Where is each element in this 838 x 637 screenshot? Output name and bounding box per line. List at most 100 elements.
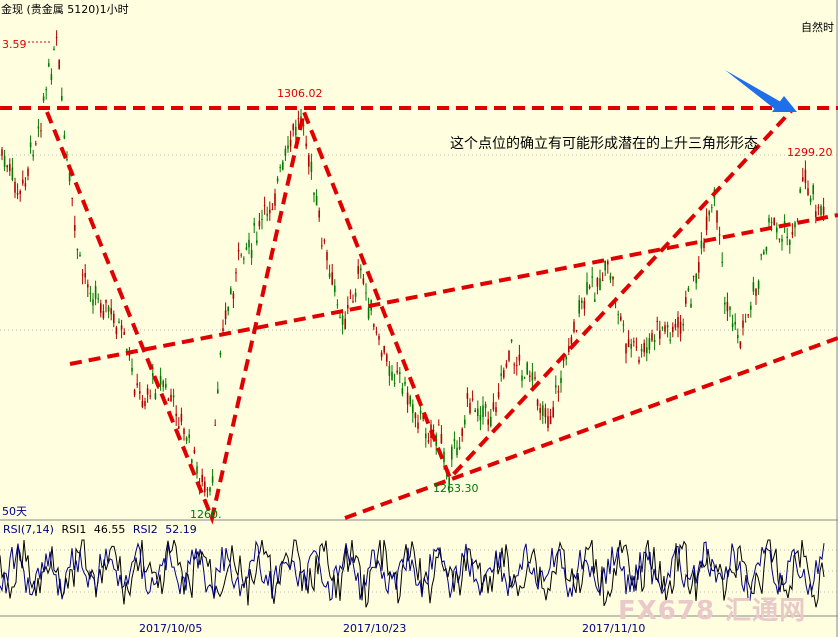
candle-body	[721, 261, 723, 263]
candle-body	[74, 225, 76, 231]
candle-body	[544, 408, 547, 418]
candle-body	[404, 381, 406, 385]
candle-body	[154, 393, 157, 400]
candle-body	[191, 459, 193, 464]
candle-body	[817, 207, 820, 209]
candle-body	[308, 155, 310, 167]
candle-body	[627, 339, 630, 348]
candle-body	[237, 249, 240, 252]
candle-body	[653, 339, 656, 343]
candle-body	[646, 347, 648, 354]
watermark: FX678 汇通网	[618, 596, 807, 626]
candle-body	[328, 273, 331, 277]
candle-body	[737, 334, 739, 339]
candle-body	[305, 143, 307, 147]
rsi-label: RSI(7,14)	[3, 523, 54, 536]
candle-body	[791, 231, 794, 235]
candle-body	[518, 354, 521, 361]
candle-body	[344, 318, 346, 330]
candle-body	[22, 179, 24, 184]
candle-body	[27, 168, 29, 176]
candle-body	[341, 315, 344, 325]
candle-body	[534, 377, 536, 379]
candle-body	[266, 213, 268, 216]
candle-body	[747, 314, 749, 316]
candle-body	[638, 359, 640, 363]
candle-body	[461, 428, 463, 437]
candle-body	[334, 285, 336, 293]
chart-title: 金现 (贵金属 5120)1小时	[1, 3, 129, 16]
candle-body	[349, 292, 352, 294]
candle-body	[640, 348, 643, 352]
candle-body	[139, 391, 141, 394]
candle-body	[1, 149, 3, 156]
candle-body	[144, 401, 146, 407]
annotation-text: 这个点位的确立有可能形成潜在的上升三角形形态	[450, 136, 758, 152]
candle-body	[492, 402, 495, 410]
candle-body	[58, 59, 60, 69]
candle-body	[768, 218, 770, 223]
candle-body	[607, 261, 609, 265]
candle-body	[9, 163, 11, 172]
candle-body	[3, 155, 6, 167]
candle-body	[180, 413, 183, 422]
candle-body	[765, 246, 768, 252]
candle-body	[279, 167, 281, 169]
candle-body	[68, 172, 71, 182]
candle-body	[479, 415, 482, 421]
candle-body	[276, 178, 279, 182]
candle-body	[42, 96, 45, 101]
candle-body	[152, 373, 154, 377]
candle-body	[815, 211, 817, 218]
candle-body	[105, 299, 107, 303]
candle-body	[672, 326, 674, 333]
candle-body	[539, 408, 541, 414]
candle-body	[612, 276, 614, 280]
candle-body	[604, 260, 606, 271]
candle-body	[531, 372, 534, 381]
candle-body	[581, 300, 583, 303]
candle-body	[178, 426, 180, 429]
candle-body	[170, 394, 172, 402]
candle-body	[677, 316, 679, 328]
candle-body	[635, 346, 638, 348]
candle-body	[763, 251, 765, 255]
candle-body	[526, 362, 528, 375]
candle-body	[555, 385, 557, 388]
rsi2-label: RSI2	[132, 523, 158, 536]
candle-body	[14, 181, 16, 193]
candle-body	[11, 167, 14, 181]
candle-body	[776, 227, 778, 233]
candle-body	[336, 304, 339, 306]
candle-body	[380, 352, 383, 357]
candle-body	[505, 363, 508, 368]
candle-body	[367, 307, 370, 319]
candle-body	[183, 428, 185, 434]
candle-body	[718, 234, 721, 236]
candle-body	[453, 439, 456, 442]
candle-body	[396, 370, 398, 373]
candle-body	[219, 352, 222, 355]
candle-body	[414, 413, 417, 419]
rsi2-line	[0, 540, 825, 602]
ma-label: 50天	[2, 505, 27, 518]
candle-body	[648, 338, 651, 350]
price-label-right-high: 1299.20	[787, 146, 833, 159]
candle-body	[549, 416, 552, 425]
candlesticks	[1, 30, 825, 498]
candle-body	[40, 130, 42, 132]
rsi-header: RSI(7,14) RSI1 46.55 RSI2 52.19	[3, 523, 201, 536]
candle-body	[750, 305, 752, 310]
candle-body	[529, 375, 531, 377]
candle-body	[24, 183, 27, 187]
candle-body	[211, 476, 214, 483]
candle-body	[573, 321, 575, 332]
candle-body	[287, 145, 289, 149]
candle-body	[302, 124, 305, 126]
candle-body	[159, 375, 162, 385]
price-label-oct-low: 1260.	[190, 508, 222, 521]
candle-body	[687, 288, 690, 291]
candle-body	[89, 292, 92, 295]
candle-body	[679, 321, 682, 334]
